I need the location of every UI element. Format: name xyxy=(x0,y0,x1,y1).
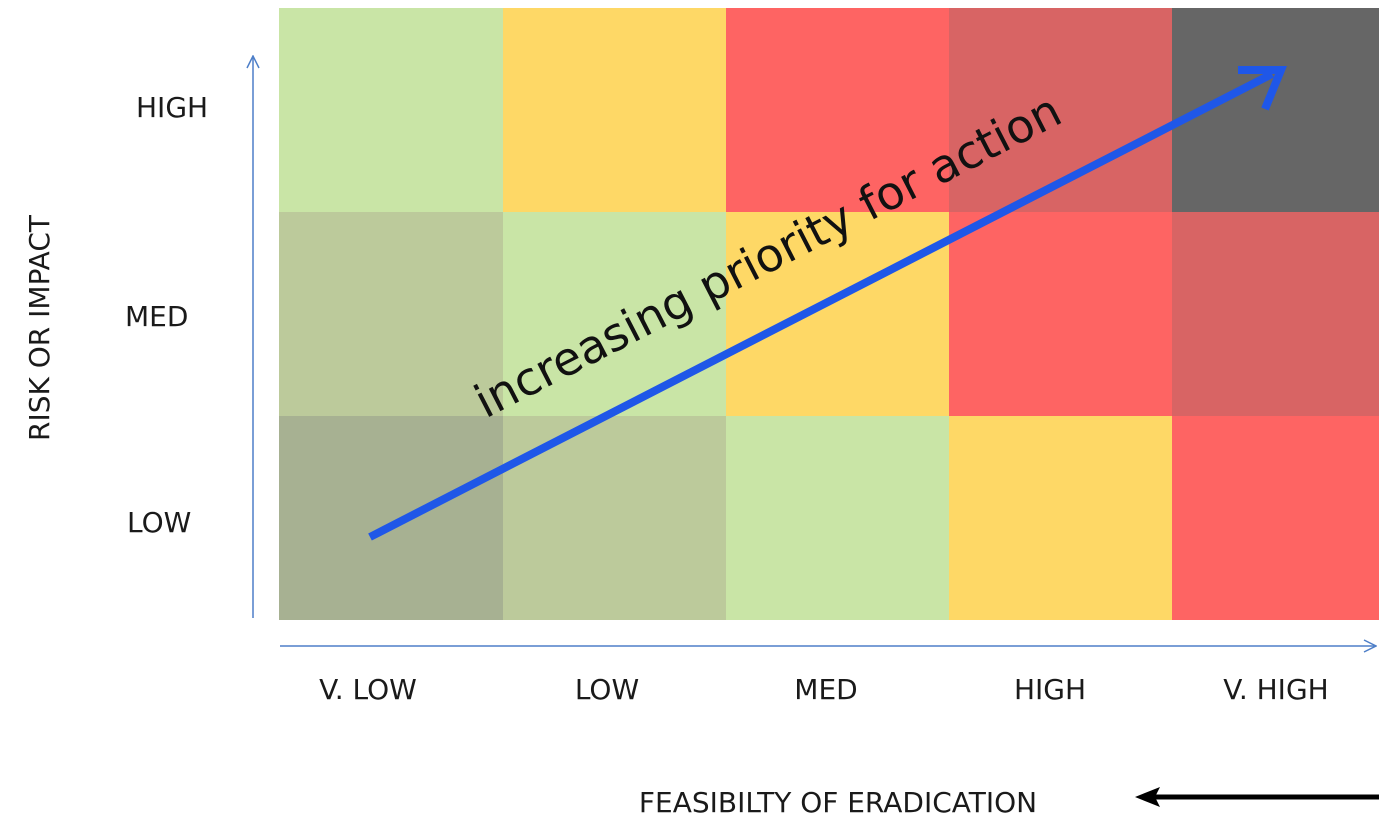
y-axis-title: RISK OR IMPACT xyxy=(23,214,56,441)
x-axis-title: FEASIBILTY OF ERADICATION xyxy=(639,786,1037,819)
cell-low-1 xyxy=(503,416,726,620)
cell-med-0 xyxy=(279,212,503,416)
y-tick-med: MED xyxy=(125,300,188,333)
cell-med-4 xyxy=(1172,212,1379,416)
x-tick-v-low: V. LOW xyxy=(319,673,417,706)
cell-low-2 xyxy=(726,416,949,620)
cell-high-0 xyxy=(279,8,503,212)
cell-med-1 xyxy=(503,212,726,416)
y-tick-low: LOW xyxy=(127,506,191,539)
cell-low-3 xyxy=(949,416,1172,620)
cell-high-1 xyxy=(503,8,726,212)
cell-med-2 xyxy=(726,212,949,416)
cell-high-3 xyxy=(949,8,1172,212)
cell-high-2 xyxy=(726,8,949,212)
x-tick-low: LOW xyxy=(575,673,639,706)
x-tick-med: MED xyxy=(794,673,857,706)
cell-low-4 xyxy=(1172,416,1379,620)
y-tick-high: HIGH xyxy=(136,91,208,124)
cell-med-3 xyxy=(949,212,1172,416)
cell-low-0 xyxy=(279,416,503,620)
x-tick-v-high: V. HIGH xyxy=(1223,673,1328,706)
x-tick-high: HIGH xyxy=(1014,673,1086,706)
left-arrow-icon xyxy=(1135,787,1379,807)
increasing-priority-arrow xyxy=(368,66,1287,541)
